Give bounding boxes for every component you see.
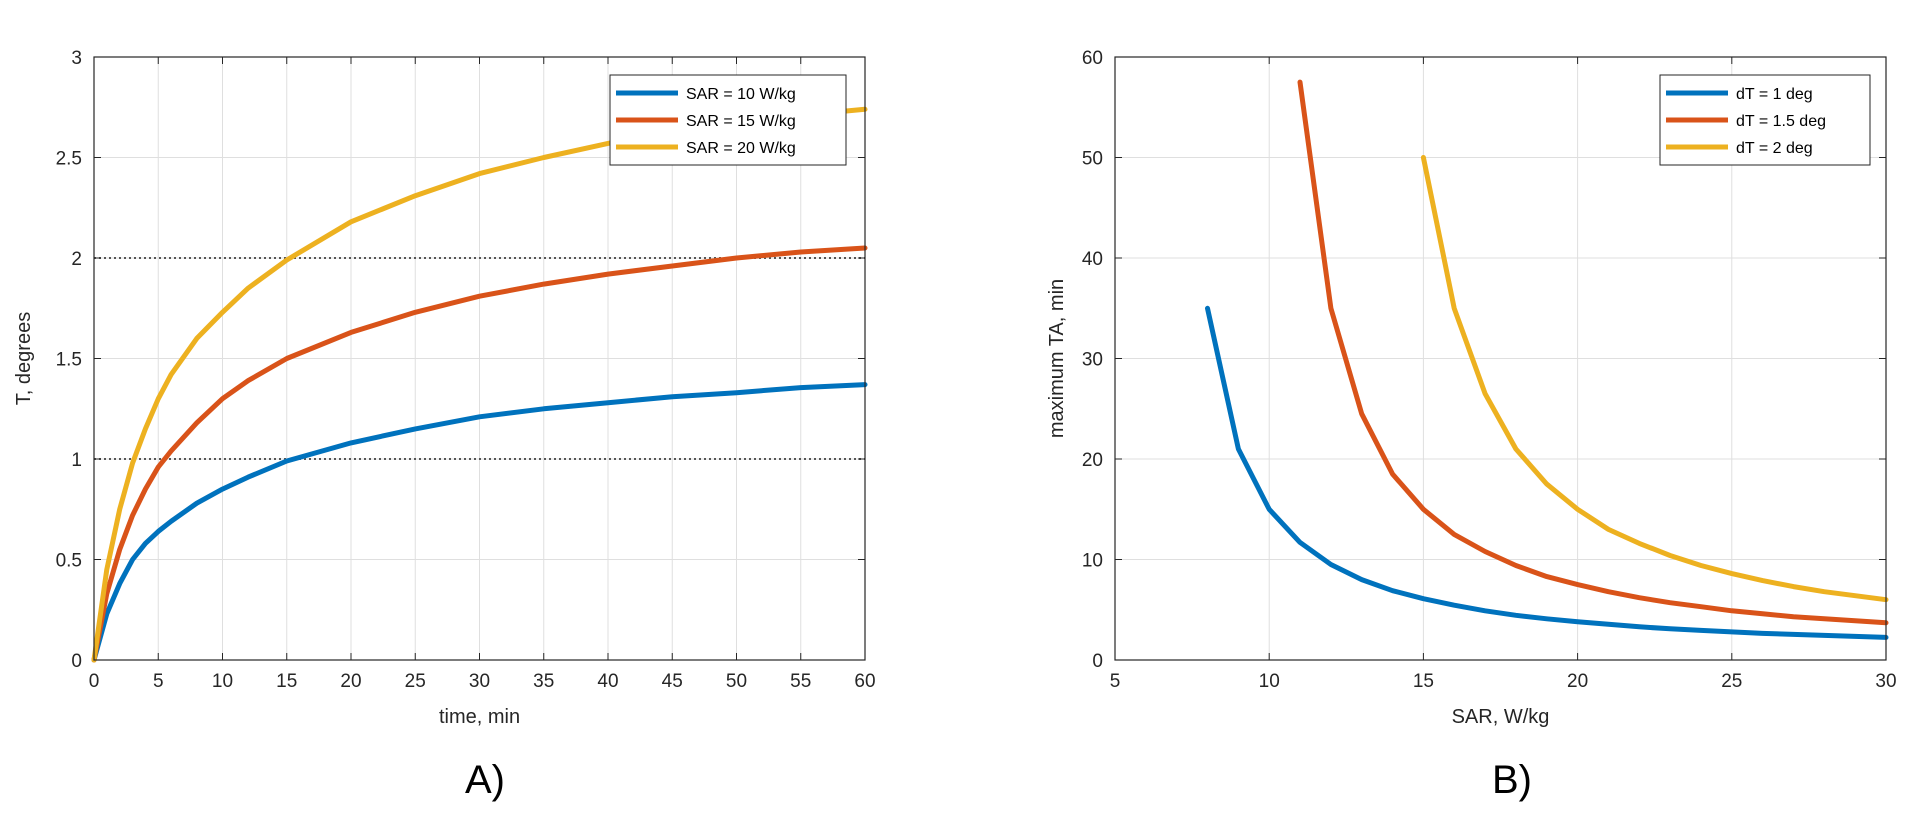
- x-tick-label: 40: [597, 671, 618, 692]
- x-tick-label: 0: [89, 671, 100, 692]
- x-tick-label: 10: [1259, 671, 1280, 692]
- series-line-3: [1420, 155, 1889, 603]
- x-tick-label: 15: [276, 671, 297, 692]
- x-tick-label: 5: [1110, 671, 1121, 692]
- y-tick-label: 2: [71, 249, 82, 270]
- x-axis-label: time, min: [439, 706, 520, 728]
- legend-label-1: dT = 1 deg: [1736, 86, 1813, 103]
- y-tick-label: 20: [1082, 450, 1103, 471]
- y-tick-label: 1.5: [56, 350, 82, 371]
- panel-b: 5 10 15 20 25 30 0 10 20 30 40 50 60 SAR, W/kg maximum…: [1046, 48, 1897, 802]
- x-tick-label: 30: [469, 671, 490, 692]
- x-tick-label: 30: [1875, 671, 1896, 692]
- x-tick-label: 20: [1567, 671, 1588, 692]
- series-line-1: [1205, 305, 1889, 640]
- x-tick-label: 25: [1721, 671, 1742, 692]
- y-tick-label: 2.5: [56, 149, 82, 170]
- x-tick-label: 20: [340, 671, 361, 692]
- x-tick-label: 35: [533, 671, 554, 692]
- x-tick-label: 50: [726, 671, 747, 692]
- x-tick-label: 5: [153, 671, 164, 692]
- y-tick-label: 60: [1082, 48, 1103, 69]
- y-tick-label: 0.5: [56, 551, 82, 572]
- panel-caption: B): [1492, 758, 1532, 802]
- x-tick-label: 55: [790, 671, 811, 692]
- panel-a: 0 5 10 15 20 25 30 35 40 45 50 55 60 0 0.5 1 1.5 2 2.5 3 tim…: [13, 48, 876, 802]
- y-tick-label: 0: [71, 651, 82, 672]
- y-tick-label: 30: [1082, 350, 1103, 371]
- legend-label-3: SAR = 20 W/kg: [686, 140, 796, 157]
- series-line-1: [91, 382, 868, 663]
- x-tick-label: 25: [405, 671, 426, 692]
- y-tick-label: 10: [1082, 551, 1103, 572]
- y-axis-label: maximum TA, min: [1046, 279, 1068, 438]
- y-tick-label: 50: [1082, 149, 1103, 170]
- y-axis-label: T, degrees: [13, 312, 35, 405]
- legend-label-1: SAR = 10 W/kg: [686, 86, 796, 103]
- legend-label-2: SAR = 15 W/kg: [686, 113, 796, 130]
- panel-caption: A): [465, 758, 505, 802]
- x-tick-label: 45: [662, 671, 683, 692]
- x-tick-label: 60: [854, 671, 875, 692]
- series-line-2: [91, 245, 868, 663]
- y-tick-label: 0: [1092, 651, 1103, 672]
- series-line-2: [1297, 79, 1889, 626]
- y-tick-label: 1: [71, 450, 82, 471]
- y-tick-label: 3: [71, 48, 82, 69]
- legend-label-3: dT = 2 deg: [1736, 140, 1813, 157]
- y-tick-label: 40: [1082, 249, 1103, 270]
- x-tick-label: 15: [1413, 671, 1434, 692]
- legend-label-2: dT = 1.5 deg: [1736, 113, 1826, 130]
- x-tick-label: 10: [212, 671, 233, 692]
- x-axis-label: SAR, W/kg: [1452, 706, 1550, 728]
